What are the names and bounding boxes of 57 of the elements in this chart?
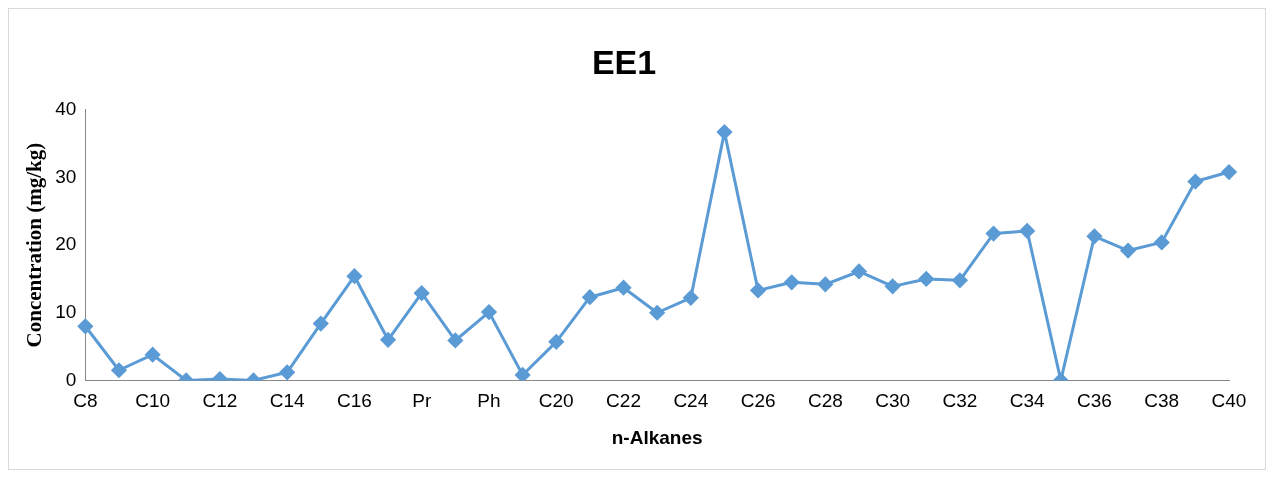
point (582, 289, 598, 305)
chart-title: EE1 (591, 42, 657, 81)
point (1221, 164, 1237, 180)
point (1019, 223, 1035, 239)
point (817, 276, 833, 292)
point (279, 364, 295, 380)
point (885, 278, 901, 294)
x-tick-label: C34 (1009, 390, 1046, 412)
y-tick-label: 0 (65, 368, 77, 390)
x-tick-label: C10 (135, 390, 171, 412)
x-tick-label: Pr (412, 390, 432, 412)
x-tick-label: C36 (1077, 390, 1112, 412)
x-tick-label: Ph (477, 390, 501, 412)
x-axis-title: n-Alkanes (611, 426, 703, 448)
y-tick-label: 10 (55, 300, 77, 322)
x-tick-label: C38 (1144, 390, 1180, 412)
x-tick-label: C32 (942, 390, 978, 412)
point (616, 280, 632, 296)
point (77, 318, 93, 334)
point (1120, 243, 1136, 259)
y-axis-title: Concentration (mg/kg) (22, 142, 47, 348)
point (918, 271, 934, 287)
point (750, 282, 766, 298)
point (1086, 228, 1102, 244)
y-tick-label: 20 (55, 233, 77, 255)
point (1154, 234, 1170, 250)
x-tick-label: C26 (740, 390, 776, 412)
y-tick-label: 30 (55, 165, 77, 187)
x-tick-label: C14 (269, 390, 306, 412)
point (380, 332, 396, 348)
y-tick-label: 40 (55, 98, 77, 120)
point (447, 332, 463, 348)
point (986, 226, 1002, 242)
point (952, 272, 968, 288)
point (111, 362, 127, 378)
point (851, 263, 867, 279)
point (784, 274, 800, 290)
x-tick-label: C22 (606, 390, 641, 412)
point (649, 305, 665, 321)
point (716, 124, 732, 140)
point (313, 316, 329, 332)
x-tick-label: C8 (73, 390, 98, 412)
x-tick-label: C40 (1211, 390, 1247, 412)
x-tick-label: C30 (875, 390, 911, 412)
point (481, 304, 497, 320)
point (414, 285, 430, 301)
x-tick-label: C28 (807, 390, 843, 412)
point (1187, 174, 1203, 190)
x-tick-label: C24 (673, 390, 709, 412)
point (683, 290, 699, 306)
point (548, 334, 564, 350)
point (346, 268, 362, 284)
point (515, 367, 531, 381)
point (145, 347, 161, 363)
x-tick-label: C16 (337, 390, 372, 412)
x-tick-label: C20 (538, 390, 574, 412)
x-tick-label: C12 (202, 390, 238, 412)
